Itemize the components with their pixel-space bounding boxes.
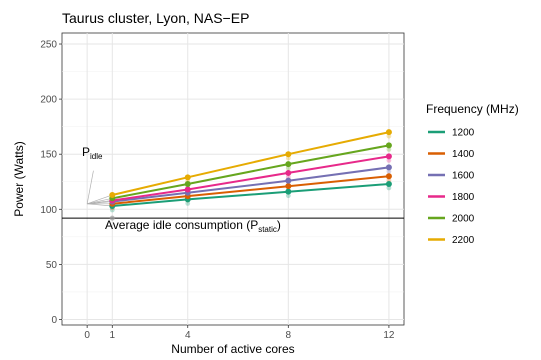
y-tick-label: 100 [40,205,57,216]
faint-point [285,193,291,199]
chart-title: Taurus cluster, Lyon, NAS−EP [62,10,249,26]
idle-pointer-line [86,170,94,204]
legend-label-1200: 1200 [452,128,475,139]
x-axis-ticks: 0 1 4 8 12 [84,325,395,341]
idle-projection-lines [86,170,113,207]
x-tick-label: 0 [84,330,90,341]
static-annotation: Average idle consumption (Pstatic) [105,218,281,234]
series-line-1800 [112,155,390,202]
data-point-2200 [109,191,116,198]
faint-point [386,158,392,163]
legend-label-2200: 2200 [452,235,475,246]
legend-title: Frequency (MHz) [426,102,519,116]
idle-projection-line [87,203,113,207]
y-tick-label: 200 [40,95,57,106]
data-point-2200 [184,174,191,181]
y-tick-label: 50 [46,260,58,271]
idle-projection-line [87,194,113,205]
series-line-1200 [112,183,389,207]
y-axis-title: Power (Watts) [12,141,26,217]
faint-point [386,146,392,152]
data-point-1600 [285,177,292,184]
data-point-1800 [184,186,191,193]
series-line-2200 [112,131,390,196]
faint-point [285,165,291,171]
faint-point [109,207,115,213]
data-point-1400 [285,183,292,190]
plot-panel [61,32,405,326]
x-axis-title: Number of active cores [171,342,294,356]
series-line-1600 [112,166,390,203]
legend-label-1800: 1800 [452,192,475,203]
data-point-1400 [385,173,392,180]
data-point-2000 [285,161,292,168]
data-point-2000 [184,180,191,187]
idle-annotation: Pidle [82,145,103,161]
legend-label-1400: 1400 [452,149,475,160]
y-tick-label: 0 [51,315,57,326]
legend-label-2000: 2000 [452,214,475,225]
series-lines [109,129,392,213]
faint-point [386,169,392,174]
idle-projection-line [87,200,113,205]
data-point-1600 [385,164,392,171]
x-tick-label: 1 [110,330,116,341]
faint-point [185,200,191,206]
faint-point [285,155,291,161]
static-point [109,215,115,221]
faint-point [386,185,392,191]
y-tick-label: 150 [40,150,57,161]
data-point-1200 [385,180,392,187]
grid-lines [62,33,404,325]
data-point-1800 [385,153,392,160]
legend-label-1600: 1600 [452,171,475,182]
data-point-2000 [385,142,392,149]
x-tick-label: 4 [185,330,191,341]
y-tick-label: 250 [40,40,57,51]
x-tick-label: 12 [383,330,395,341]
series-line-2000 [112,144,390,200]
data-point-2200 [285,151,292,158]
data-point-1800 [285,169,292,176]
static-line [62,215,404,221]
idle-projection-line [87,197,113,205]
series-line-1400 [112,175,389,205]
x-tick-label: 8 [286,330,292,341]
faint-point [386,133,392,139]
y-axis-ticks: 0 50 100 150 200 250 [40,40,62,326]
data-point-1200 [285,188,292,195]
data-point-2200 [385,129,392,136]
legend: 1200 1400 1600 1800 2000 2200 [428,128,475,246]
